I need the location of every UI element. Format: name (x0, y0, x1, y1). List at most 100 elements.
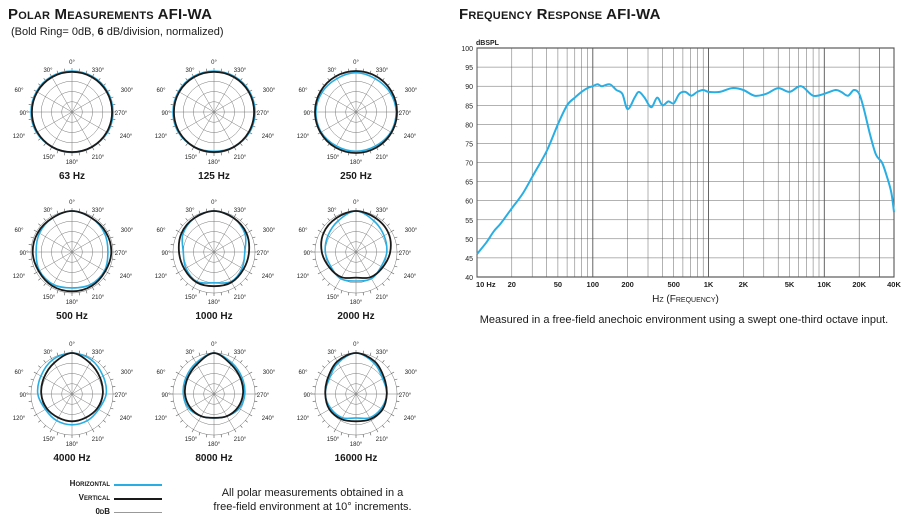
polar-tick (387, 365, 390, 368)
polar-tick (92, 287, 95, 291)
polar-angle-label: 330° (92, 68, 105, 74)
polar-spoke (320, 231, 357, 253)
polar-tick (396, 258, 400, 260)
polar-vertical-curve (172, 70, 256, 154)
polar-tick (38, 420, 41, 423)
polar-angle-label: 210° (234, 437, 247, 443)
y-tick-label: 65 (465, 180, 473, 187)
y-tick-label: 90 (465, 84, 473, 91)
polar-tick (317, 272, 321, 275)
polar-frequency-label: 250 Hz (340, 171, 372, 182)
polar-angle-label: 60° (298, 228, 308, 234)
polar-horizontal-curve (181, 210, 247, 284)
polar-tick (185, 143, 188, 146)
polar-horizontal-curve (36, 352, 108, 426)
polar-angle-label: 330° (376, 68, 389, 74)
polar-tick (317, 229, 321, 232)
legend-item-vertical: Vertical (40, 492, 170, 505)
polar-tick (333, 287, 336, 291)
x-tick-label: 500 (667, 280, 680, 289)
polar-tick (103, 420, 106, 423)
polar-spoke (335, 251, 357, 288)
polar-angle-label: 0° (353, 200, 359, 206)
polar-tick (110, 378, 114, 381)
polar-spoke (355, 91, 392, 113)
polar-angle-label: 90° (303, 251, 313, 257)
polar-angle-label: 90° (303, 393, 313, 399)
polar-tick (348, 292, 350, 296)
polar-tick (312, 400, 316, 402)
polar-tick (396, 244, 400, 246)
polar-spoke (36, 91, 73, 113)
polar-tick (85, 352, 88, 356)
polar-angle-label: 300° (405, 88, 418, 94)
polar-tick (175, 371, 179, 374)
x-tick-label: 20 (508, 280, 516, 289)
polar-angle-label: 210° (92, 295, 105, 301)
polar-tick (240, 283, 243, 286)
polar-angle-label: 150° (43, 295, 56, 301)
x-tick-label: 2K (739, 280, 749, 289)
polar-angle-label: 120° (155, 134, 168, 140)
polar-spoke (320, 91, 357, 113)
polar-spoke (71, 91, 108, 113)
polar-angle-label: 60° (14, 370, 24, 376)
y-tick-label: 40 (465, 275, 473, 282)
polar-spoke (355, 251, 392, 273)
polar-tick (56, 210, 59, 214)
polar-tick (206, 292, 208, 296)
polar-angle-label: 120° (155, 416, 168, 422)
polar-tick (254, 258, 258, 260)
polar-tick (56, 352, 59, 356)
polar-tick (387, 278, 390, 281)
polar-tick (382, 360, 385, 363)
polar-angle-label: 120° (297, 274, 310, 280)
polar-spoke (213, 231, 250, 253)
polar-angle-label: 210° (376, 437, 389, 443)
polar-tick (206, 152, 208, 156)
polar-angle-label: 330° (92, 350, 105, 356)
polar-angle-label: 30° (43, 350, 53, 356)
polar-tick (254, 386, 258, 388)
polar-angle-label: 30° (327, 68, 337, 74)
polar-tick (33, 414, 37, 417)
polar-angle-label: 60° (298, 370, 308, 376)
polar-tick (327, 360, 330, 363)
polar-tick (252, 407, 256, 410)
polar-angle-label: 120° (155, 274, 168, 280)
polar-tick (38, 365, 41, 368)
polar-tick (78, 434, 80, 438)
polar-plot-63-hz: 0° 30° 330° 60° 300° 90° 270° 120° 240° 150° 210° 1… (13, 60, 134, 182)
polar-tick (249, 414, 253, 417)
polar-angle-label: 300° (405, 370, 418, 376)
polar-tick (49, 287, 52, 291)
polar-frequency-label: 500 Hz (56, 311, 88, 322)
polar-tick (180, 223, 183, 226)
polar-spoke (178, 373, 215, 395)
polar-frequency-label: 1000 Hz (195, 311, 232, 322)
polar-angle-label: 210° (376, 295, 389, 301)
polar-spoke (213, 111, 250, 133)
polar-angle-label: 60° (156, 228, 166, 234)
polar-angle-label: 60° (14, 88, 24, 94)
polar-tick (185, 425, 188, 428)
polar-tick (30, 378, 34, 381)
polar-tick (56, 432, 59, 436)
polar-spoke (36, 251, 73, 273)
polar-angle-label: 240° (262, 416, 275, 422)
polar-tick (340, 352, 343, 356)
polar-tick (220, 350, 222, 354)
polar-tick (64, 292, 66, 296)
polar-angle-label: 180° (208, 442, 221, 448)
polar-angle-label: 240° (120, 274, 133, 280)
polar-angle-label: 240° (120, 134, 133, 140)
polar-tick (254, 400, 258, 402)
polar-angle-label: 150° (327, 155, 340, 161)
polar-tick (43, 218, 46, 221)
polar-tick (240, 425, 243, 428)
polar-tick (340, 432, 343, 436)
polar-angle-label: 0° (353, 60, 359, 66)
polar-tick (33, 272, 37, 275)
polar-tick (220, 434, 222, 438)
polar-angle-label: 30° (43, 208, 53, 214)
